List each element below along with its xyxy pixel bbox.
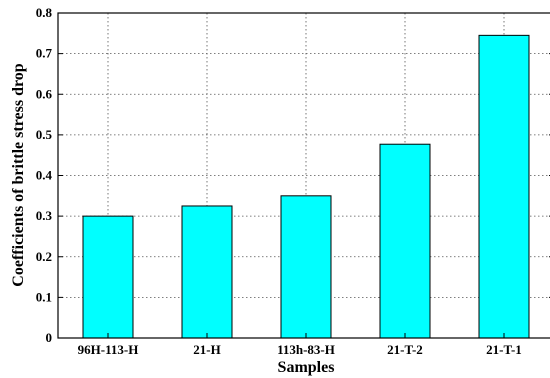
bar (478, 34, 530, 339)
y-ticks: 0 0.1 0.2 0.3 0.4 0.5 0.6 0.7 0.8 (36, 5, 550, 345)
bar (82, 215, 134, 339)
y-tick-label: 0.8 (36, 5, 53, 20)
x-tick-label: 113h-83-H (277, 342, 335, 357)
y-tick-label: 0.4 (36, 168, 53, 183)
bars (82, 34, 530, 339)
y-tick-label: 0.1 (36, 289, 52, 304)
x-axis-label: Samples (278, 359, 335, 376)
x-ticks: 96H-113-H 21-H 113h-83-H 21-T-2 21-T-1 (78, 333, 522, 357)
y-axis-label: Coefficients of brittle stress drop (10, 63, 27, 286)
y-tick-label: 0.2 (36, 249, 52, 264)
y-tick-label: 0.7 (36, 46, 53, 61)
x-tick-label: 96H-113-H (78, 342, 139, 357)
bar (181, 205, 233, 339)
x-tick-label: 21-H (193, 342, 220, 357)
bar (280, 195, 332, 339)
y-tick-label: 0 (46, 330, 53, 345)
y-tick-label: 0.3 (36, 208, 53, 223)
y-tick-label: 0.5 (36, 127, 53, 142)
bar (379, 143, 431, 339)
x-tick-label: 21-T-2 (387, 342, 423, 357)
x-tick-label: 21-T-1 (486, 342, 522, 357)
y-tick-label: 0.6 (36, 86, 53, 101)
